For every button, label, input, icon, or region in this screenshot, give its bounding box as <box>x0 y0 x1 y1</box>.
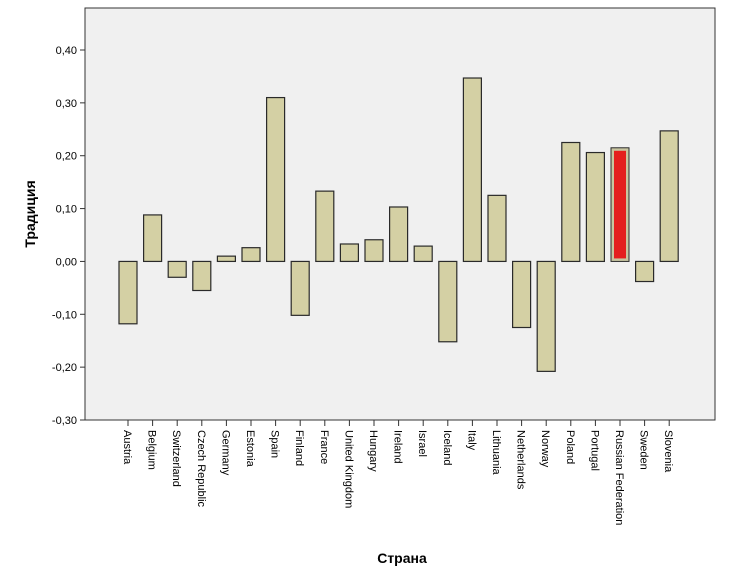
x-tick-label: Czech Republic <box>195 430 207 508</box>
bar <box>438 260 458 343</box>
x-tick-label: Switzerland <box>170 430 182 487</box>
bar <box>585 151 606 263</box>
bar <box>536 260 556 372</box>
x-tick-label: Sweden <box>638 430 650 470</box>
x-tick-label: Lithuania <box>490 430 502 476</box>
x-tick-label: Slovenia <box>662 430 674 473</box>
x-tick-label: Netherlands <box>515 430 527 490</box>
bar <box>389 206 409 263</box>
bar <box>192 260 212 292</box>
y-tick-label: 0,30 <box>56 98 77 110</box>
bar <box>634 260 655 283</box>
x-tick-label: Estonia <box>244 430 256 468</box>
bar <box>266 96 286 263</box>
x-axis-title: Страна <box>377 550 427 566</box>
x-tick-label: France <box>318 430 330 464</box>
y-tick-label: 0,10 <box>56 204 77 216</box>
x-tick-label: Italy <box>465 430 477 451</box>
bar <box>413 245 433 263</box>
bar <box>167 260 187 278</box>
y-tick-label: 0,20 <box>56 151 77 163</box>
y-tick-label: -0,10 <box>52 309 77 321</box>
x-tick-label: Portugal <box>588 430 600 471</box>
x-tick-label: Finland <box>293 430 305 466</box>
bar <box>315 190 335 263</box>
x-tick-label: Iceland <box>441 430 453 465</box>
bar <box>511 260 532 329</box>
x-tick-label: Belgium <box>146 430 158 470</box>
y-tick-label: 0,00 <box>56 256 77 268</box>
x-tick-label: Norway <box>539 430 551 468</box>
y-tick-label: 0,40 <box>56 45 77 57</box>
x-tick-label: Poland <box>564 430 576 464</box>
bar <box>659 130 679 263</box>
bar <box>118 260 138 325</box>
bar <box>241 247 261 263</box>
bar <box>487 194 507 263</box>
bar <box>143 214 163 263</box>
x-tick-label: Germany <box>219 430 231 476</box>
bar-series <box>118 77 679 372</box>
x-axis: Austria Belgium Switzerland Czech Republic G… <box>121 420 674 525</box>
y-tick-label: -0,20 <box>52 362 77 374</box>
bar <box>339 243 359 263</box>
y-axis-title: Традиция <box>22 180 38 247</box>
bar <box>364 239 384 263</box>
bar <box>614 150 626 259</box>
bar <box>462 77 482 263</box>
x-tick-label: Ireland <box>392 430 404 464</box>
x-tick-label: Hungary <box>367 430 379 472</box>
y-tick-label: -0,30 <box>52 415 77 427</box>
x-tick-label: Austria <box>121 430 133 465</box>
bar <box>216 255 236 263</box>
x-tick-label: United Kingdom <box>342 430 354 508</box>
x-tick-label: Israel <box>416 430 428 457</box>
x-tick-label: Russian Federation <box>613 430 625 525</box>
bar <box>561 141 581 263</box>
bar <box>290 260 310 316</box>
y-axis: 0,40 0,30 0,20 0,10 0,00 -0,10 -0,20 -0,30 <box>52 45 85 427</box>
x-tick-label: Spain <box>269 430 281 458</box>
